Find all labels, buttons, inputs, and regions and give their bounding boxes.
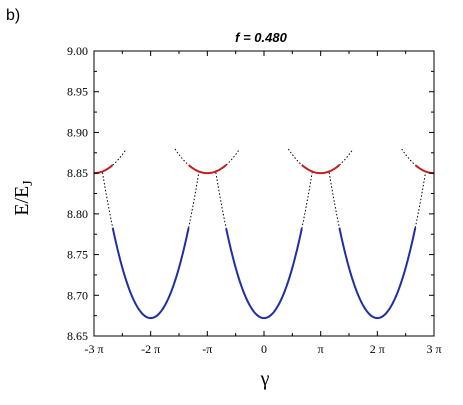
- x-tick-label-1: -2 π: [141, 342, 160, 356]
- y-tick-label-2: 8.75: [67, 248, 88, 262]
- dotted-segment-blue-2: [215, 172, 227, 229]
- x-axis-label: γ: [260, 368, 270, 390]
- title-variable: f: [235, 30, 241, 45]
- y-tick-label-6: 8.95: [67, 85, 88, 99]
- x-tick-label-4: π: [318, 342, 324, 356]
- dotted-segment-red-5: [401, 148, 416, 166]
- y-tick-label-5: 8.90: [67, 125, 88, 139]
- axes: -3 π -2 π -π 0 π 2 π 3 π 8.65 8.70 8.75 8.80 8.85 8.…: [67, 44, 442, 356]
- dotted-segment-blue-4: [328, 172, 340, 228]
- title-value: = 0.480: [239, 30, 287, 45]
- blue-branch-2: [338, 227, 417, 320]
- x-tick-label-2: -π: [202, 342, 212, 356]
- red-branch-2: [301, 164, 341, 175]
- plot-area: [94, 148, 434, 320]
- dotted-segment-red-1: [174, 148, 189, 166]
- x-tick-label-0: -3 π: [84, 342, 103, 356]
- blue-branch-1: [225, 228, 303, 320]
- blue-branch-0: [111, 227, 190, 320]
- y-tick-label-0: 8.65: [67, 329, 88, 343]
- plot-frame: [93, 50, 435, 337]
- dotted-segment-blue-0: [102, 172, 114, 228]
- dotted-segment-red-0: [112, 148, 127, 166]
- dotted-segment-red-2: [225, 148, 241, 166]
- dotted-segment-red-4: [339, 148, 354, 166]
- dotted-segment-blue-5: [414, 172, 426, 228]
- chart-title: f = 0.480: [235, 30, 287, 45]
- y-tick-label-4: 8.85: [67, 166, 88, 180]
- dotted-segment-blue-3: [301, 172, 313, 229]
- red-branch-1: [187, 164, 227, 175]
- y-tick-label-7: 9.00: [67, 44, 88, 58]
- x-tick-label-3: 0: [261, 342, 267, 356]
- y-tick-label-1: 8.70: [67, 288, 88, 302]
- y-tick-label-3: 8.80: [67, 207, 88, 221]
- y-axis-label-main: E/E: [11, 186, 33, 216]
- red-branch-3: [414, 164, 434, 175]
- curves-group: [94, 148, 434, 320]
- y-axis-label-subscript: J: [21, 180, 36, 186]
- dotted-segment-red-3: [287, 148, 303, 166]
- x-tick-label-5: 2 π: [370, 342, 385, 356]
- x-tick-label-6: 3 π: [426, 342, 441, 356]
- dotted-segment-blue-1: [188, 172, 200, 228]
- red-branch-0: [94, 164, 114, 175]
- panel-label: b): [6, 7, 20, 24]
- y-axis-label: E/EJ: [11, 180, 36, 216]
